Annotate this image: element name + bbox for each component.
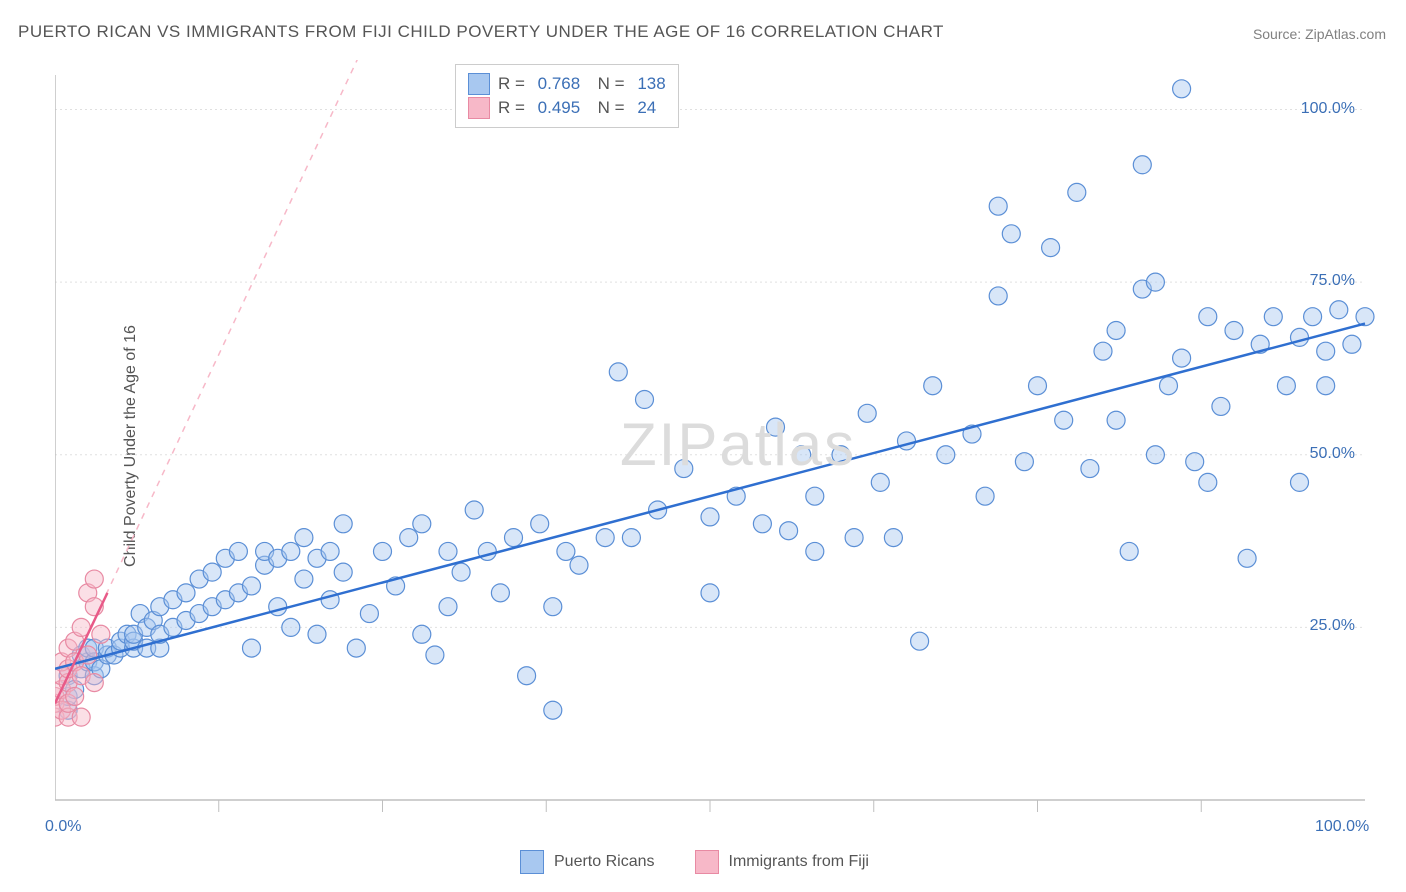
correlation-row: R = 0.768 N = 138 — [468, 73, 666, 95]
x-tick-label: 100.0% — [1315, 818, 1369, 836]
chart-title: PUERTO RICAN VS IMMIGRANTS FROM FIJI CHI… — [18, 22, 944, 42]
y-tick-label: 50.0% — [1310, 445, 1355, 463]
legend-swatch — [520, 850, 544, 874]
n-value: 138 — [637, 74, 665, 94]
correlation-row: R = 0.495 N = 24 — [468, 97, 666, 119]
legend-swatch — [468, 97, 490, 119]
y-tick-label: 100.0% — [1301, 100, 1355, 118]
series-legend: Puerto Ricans Immigrants from Fiji — [520, 850, 899, 874]
r-value: 0.768 — [538, 74, 581, 94]
legend-label: Immigrants from Fiji — [729, 853, 869, 871]
correlation-legend: R = 0.768 N = 138R = 0.495 N = 24 — [455, 64, 679, 128]
y-tick-label: 75.0% — [1310, 272, 1355, 290]
legend-swatch — [695, 850, 719, 874]
legend-label: Puerto Ricans — [554, 853, 655, 871]
source-link[interactable]: ZipAtlas.com — [1305, 26, 1386, 42]
r-value: 0.495 — [538, 98, 581, 118]
x-tick-label: 0.0% — [45, 818, 81, 836]
n-value: 24 — [637, 98, 656, 118]
source-label: Source: ZipAtlas.com — [1253, 26, 1386, 42]
scatter-plot — [55, 60, 1385, 840]
y-tick-label: 25.0% — [1310, 617, 1355, 635]
legend-swatch — [468, 73, 490, 95]
